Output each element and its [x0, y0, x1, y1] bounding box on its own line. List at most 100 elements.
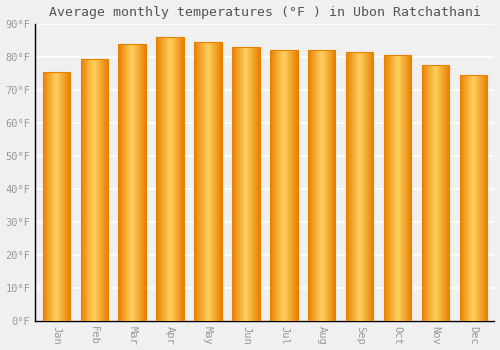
Bar [446, 65, 448, 321]
Bar [428, 65, 429, 321]
Bar [448, 65, 450, 321]
Bar [118, 44, 119, 321]
Bar [157, 37, 158, 321]
Bar [357, 52, 358, 321]
Bar [444, 65, 445, 321]
Bar [276, 50, 277, 321]
Bar [270, 50, 297, 321]
Bar [294, 50, 295, 321]
Bar [326, 50, 328, 321]
Bar [482, 75, 483, 321]
Bar [321, 50, 322, 321]
Bar [97, 58, 98, 321]
Bar [356, 52, 357, 321]
Bar [293, 50, 294, 321]
Bar [124, 44, 126, 321]
Bar [441, 65, 442, 321]
Bar [101, 58, 102, 321]
Title: Average monthly temperatures (°F ) in Ubon Ratchathani: Average monthly temperatures (°F ) in Ub… [49, 6, 481, 19]
Bar [241, 47, 242, 321]
Bar [212, 42, 213, 321]
Bar [472, 75, 473, 321]
Bar [390, 55, 391, 321]
Bar [248, 47, 250, 321]
Bar [82, 58, 84, 321]
Bar [258, 47, 259, 321]
Bar [67, 72, 68, 321]
Bar [98, 58, 99, 321]
Bar [243, 47, 244, 321]
Bar [432, 65, 433, 321]
Bar [281, 50, 282, 321]
Bar [170, 37, 171, 321]
Bar [334, 50, 335, 321]
Bar [403, 55, 404, 321]
Bar [50, 72, 51, 321]
Bar [391, 55, 392, 321]
Bar [236, 47, 237, 321]
Bar [478, 75, 479, 321]
Bar [466, 75, 467, 321]
Bar [254, 47, 255, 321]
Bar [201, 42, 202, 321]
Bar [139, 44, 140, 321]
Bar [120, 44, 121, 321]
Bar [283, 50, 284, 321]
Bar [60, 72, 61, 321]
Bar [44, 72, 46, 321]
Bar [384, 55, 386, 321]
Bar [353, 52, 354, 321]
Bar [68, 72, 70, 321]
Bar [42, 72, 70, 321]
Bar [319, 50, 320, 321]
Bar [365, 52, 366, 321]
Bar [402, 55, 403, 321]
Bar [350, 52, 351, 321]
Bar [46, 72, 48, 321]
Bar [485, 75, 486, 321]
Bar [473, 75, 474, 321]
Bar [90, 58, 91, 321]
Bar [460, 75, 487, 321]
Bar [364, 52, 365, 321]
Bar [107, 58, 108, 321]
Bar [96, 58, 97, 321]
Bar [394, 55, 395, 321]
Bar [433, 65, 434, 321]
Bar [440, 65, 441, 321]
Bar [370, 52, 372, 321]
Bar [84, 58, 86, 321]
Bar [315, 50, 316, 321]
Bar [282, 50, 283, 321]
Bar [51, 72, 52, 321]
Bar [233, 47, 234, 321]
Bar [406, 55, 408, 321]
Bar [162, 37, 164, 321]
Bar [324, 50, 325, 321]
Bar [424, 65, 426, 321]
Bar [220, 42, 221, 321]
Bar [295, 50, 296, 321]
Bar [164, 37, 166, 321]
Bar [296, 50, 297, 321]
Bar [445, 65, 446, 321]
Bar [479, 75, 480, 321]
Bar [232, 47, 260, 321]
Bar [316, 50, 317, 321]
Bar [55, 72, 56, 321]
Bar [141, 44, 142, 321]
Bar [368, 52, 370, 321]
Bar [221, 42, 222, 321]
Bar [312, 50, 313, 321]
Bar [181, 37, 182, 321]
Bar [238, 47, 239, 321]
Bar [159, 37, 160, 321]
Bar [362, 52, 363, 321]
Bar [174, 37, 175, 321]
Bar [132, 44, 133, 321]
Bar [404, 55, 405, 321]
Bar [104, 58, 105, 321]
Bar [468, 75, 469, 321]
Bar [80, 58, 108, 321]
Bar [160, 37, 161, 321]
